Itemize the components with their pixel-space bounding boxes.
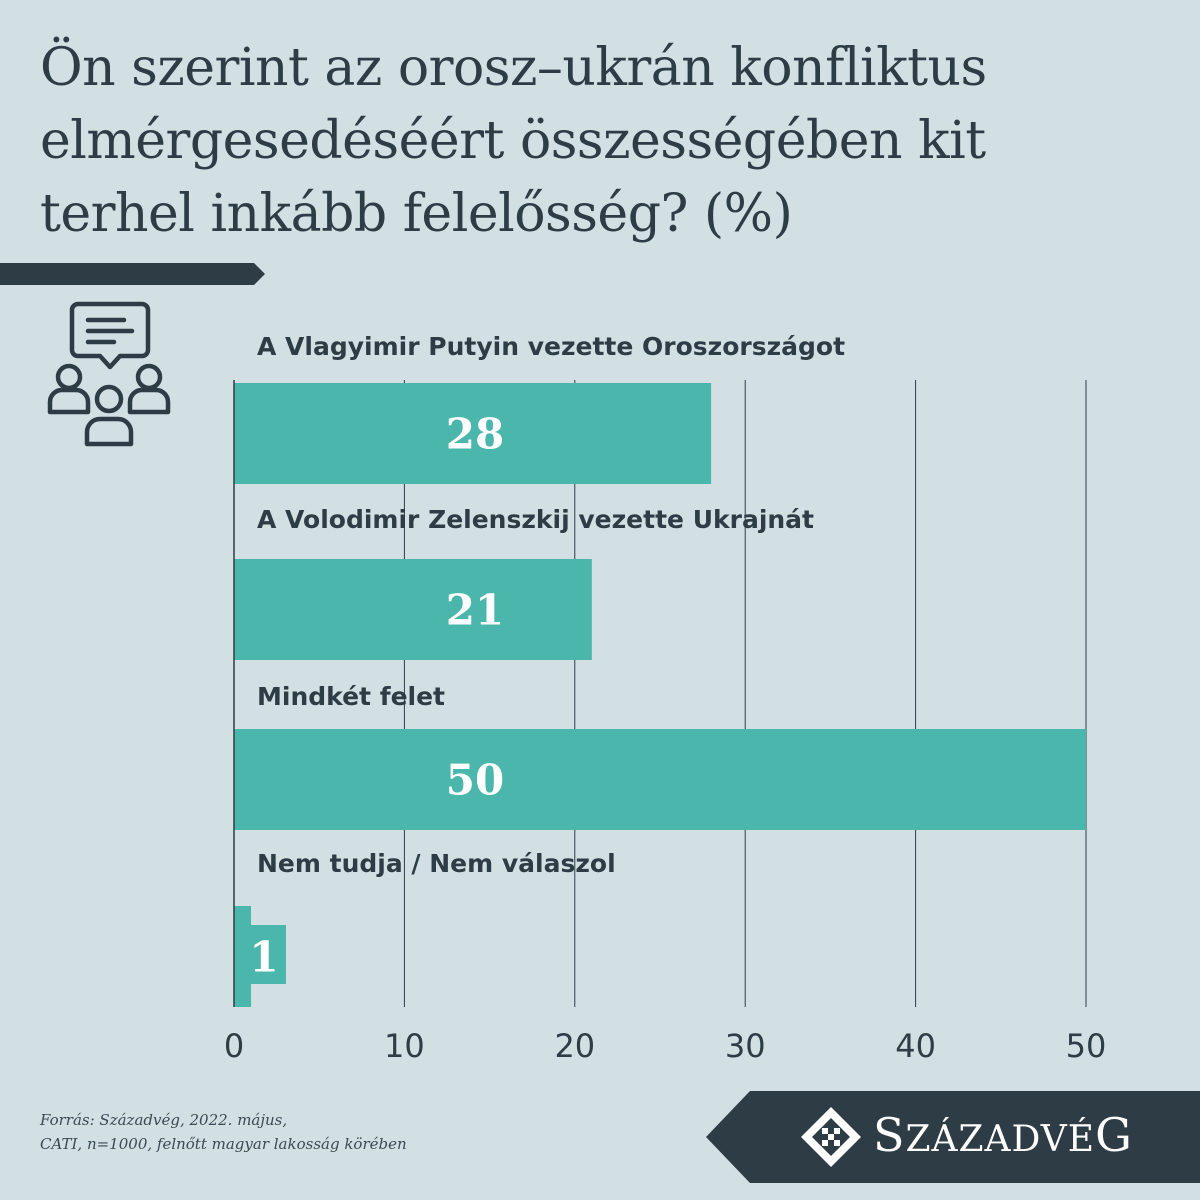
bar-1 [234, 383, 712, 484]
x-tick-label-20: 20 [554, 1027, 595, 1065]
category-label-4: Nem tudja / Nem válaszol [257, 849, 616, 878]
x-tick-label-50: 50 [1066, 1027, 1107, 1065]
title-divider [0, 263, 265, 285]
chart-title: Ön szerint az orosz–ukrán konfliktus elm… [40, 32, 1180, 251]
value-label-1: 28 [446, 410, 504, 459]
szazadveg-logo-icon [801, 1107, 861, 1167]
logo-letter-e: É [1067, 1119, 1096, 1160]
people-discussion-icon [47, 301, 171, 447]
bars: A Vlagyimir Putyin vezette Oroszországot… [234, 332, 1086, 1007]
x-tick-label-40: 40 [895, 1027, 936, 1065]
source-line-1: Forrás: Századvég, 2022. május, [40, 1111, 288, 1129]
logo-letter-s: S [873, 1108, 906, 1162]
title-line-2: elmérgesedéséért összességében kit [40, 111, 986, 171]
x-axis: 0 10 20 30 40 50 [224, 380, 1107, 1065]
source-note: Forrás: Századvég, 2022. május, CATI, n=… [40, 1108, 407, 1156]
value-label-2: 21 [446, 586, 504, 635]
value-label-4: 1 [249, 933, 278, 982]
logo-letter-g: G [1095, 1108, 1133, 1162]
bar-2 [234, 559, 592, 660]
category-label-1: A Vlagyimir Putyin vezette Oroszországot [257, 332, 845, 361]
value-label-3: 50 [446, 756, 504, 805]
logo-letters-zazadv: ZÁZADV [905, 1119, 1068, 1160]
logo-wordmark: SZÁZADVÉG [873, 1108, 1133, 1162]
category-label-2: A Volodimir Zelenszkij vezette Ukrajnát [257, 505, 814, 534]
category-label-3: Mindkét felet [257, 682, 445, 711]
x-tick-label-0: 0 [224, 1027, 244, 1065]
source-line-2: CATI, n=1000, felnőtt magyar lakosság kö… [40, 1135, 407, 1153]
x-tick-label-10: 10 [384, 1027, 425, 1065]
x-tick-label-30: 30 [725, 1027, 766, 1065]
title-line-1: Ön szerint az orosz–ukrán konfliktus [40, 38, 987, 98]
title-line-3: terhel inkább felelősség? (%) [40, 184, 793, 244]
value-label-box-4 [234, 925, 286, 984]
bar-3 [234, 729, 1086, 830]
